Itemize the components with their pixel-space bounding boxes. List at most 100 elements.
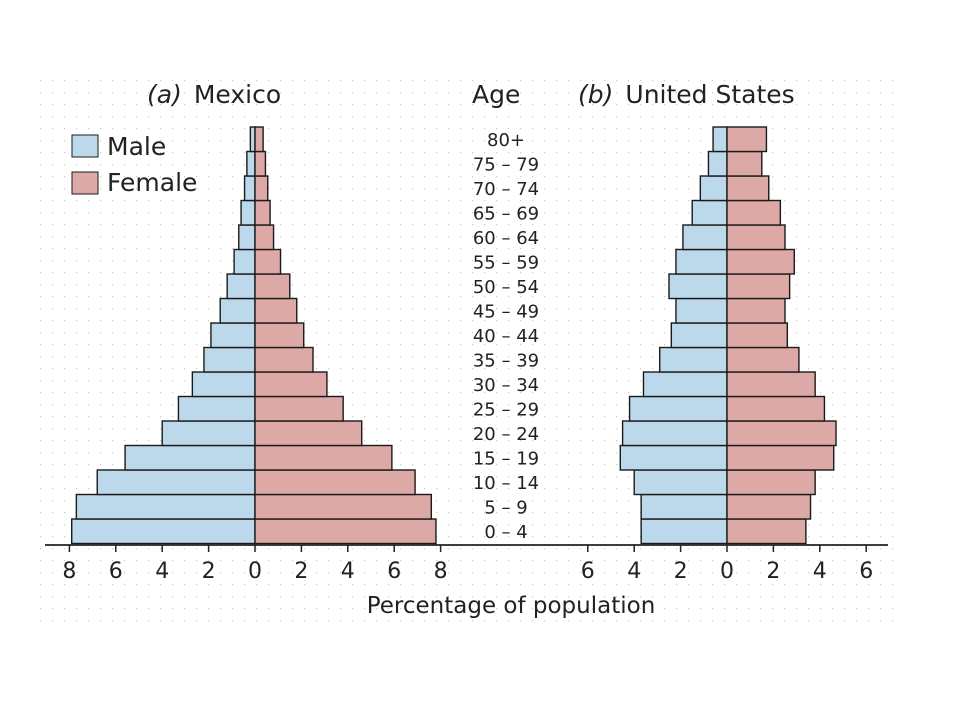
grid-dot	[892, 380, 894, 382]
grid-dot	[640, 260, 642, 262]
grid-dot	[208, 308, 210, 310]
grid-dot	[604, 368, 606, 370]
grid-dot	[220, 152, 222, 154]
grid-dot	[184, 332, 186, 334]
grid-dot	[868, 524, 870, 526]
grid-dot	[160, 188, 162, 190]
grid-dot	[436, 464, 438, 466]
grid-dot	[868, 560, 870, 562]
grid-dot	[616, 368, 618, 370]
grid-dot	[52, 308, 54, 310]
grid-dot	[592, 368, 594, 370]
grid-dot	[244, 596, 246, 598]
grid-dot	[580, 452, 582, 454]
grid-dot	[424, 80, 426, 82]
grid-dot	[880, 188, 882, 190]
grid-dot	[832, 572, 834, 574]
grid-dot	[424, 140, 426, 142]
grid-dot	[496, 512, 498, 514]
grid-dot	[868, 428, 870, 430]
grid-dot	[448, 104, 450, 106]
grid-dot	[40, 368, 42, 370]
grid-dot	[460, 140, 462, 142]
grid-dot	[892, 620, 894, 622]
bar-male-united-states	[699, 175, 728, 202]
grid-dot	[688, 140, 690, 142]
bar-male-mexico	[96, 469, 256, 496]
grid-dot	[388, 368, 390, 370]
grid-dot	[172, 152, 174, 154]
grid-dot	[796, 548, 798, 550]
grid-dot	[628, 344, 630, 346]
grid-dot	[820, 476, 822, 478]
grid-dot	[88, 584, 90, 586]
x-tick-label: 0	[720, 559, 734, 584]
grid-dot	[880, 212, 882, 214]
grid-dot	[412, 320, 414, 322]
grid-dot	[748, 620, 750, 622]
grid-dot	[484, 416, 486, 418]
grid-dot	[796, 572, 798, 574]
grid-dot	[88, 296, 90, 298]
grid-dot	[52, 140, 54, 142]
grid-dot	[64, 104, 66, 106]
grid-dot	[340, 212, 342, 214]
grid-dot	[196, 260, 198, 262]
grid-dot	[340, 164, 342, 166]
grid-dot	[796, 296, 798, 298]
grid-dot	[856, 140, 858, 142]
grid-dot	[292, 188, 294, 190]
grid-dot	[484, 440, 486, 442]
grid-dot	[556, 224, 558, 226]
grid-dot	[208, 296, 210, 298]
grid-dot	[664, 308, 666, 310]
grid-dot	[472, 212, 474, 214]
grid-dot	[436, 404, 438, 406]
grid-dot	[388, 596, 390, 598]
grid-dot	[568, 92, 570, 94]
grid-dot	[352, 332, 354, 334]
grid-dot	[604, 80, 606, 82]
grid-dot	[532, 428, 534, 430]
grid-dot	[796, 200, 798, 202]
grid-dot	[400, 440, 402, 442]
grid-dot	[100, 392, 102, 394]
grid-dot	[832, 176, 834, 178]
grid-dot	[124, 140, 126, 142]
grid-dot	[772, 152, 774, 154]
bar-female-united-states	[726, 322, 789, 349]
grid-dot	[820, 284, 822, 286]
grid-dot	[508, 452, 510, 454]
grid-dot	[532, 500, 534, 502]
grid-dot	[820, 152, 822, 154]
grid-dot	[784, 176, 786, 178]
grid-dot	[676, 224, 678, 226]
grid-dot	[724, 620, 726, 622]
grid-dot	[364, 620, 366, 622]
grid-dot	[592, 356, 594, 358]
grid-dot	[220, 596, 222, 598]
grid-dot	[112, 584, 114, 586]
grid-dot	[616, 548, 618, 550]
grid-dot	[496, 140, 498, 142]
grid-dot	[844, 128, 846, 130]
bar-female-mexico	[254, 518, 437, 545]
grid-dot	[352, 152, 354, 154]
grid-dot	[592, 464, 594, 466]
grid-dot	[892, 272, 894, 274]
grid-dot	[172, 224, 174, 226]
grid-dot	[136, 560, 138, 562]
grid-dot	[760, 596, 762, 598]
grid-dot	[856, 92, 858, 94]
grid-dot	[88, 572, 90, 574]
grid-dot	[472, 428, 474, 430]
grid-dot	[628, 416, 630, 418]
grid-dot	[148, 596, 150, 598]
grid-dot	[304, 236, 306, 238]
grid-dot	[400, 404, 402, 406]
grid-dot	[844, 620, 846, 622]
grid-dot	[580, 536, 582, 538]
grid-dot	[376, 596, 378, 598]
grid-dot	[340, 368, 342, 370]
grid-dot	[136, 320, 138, 322]
